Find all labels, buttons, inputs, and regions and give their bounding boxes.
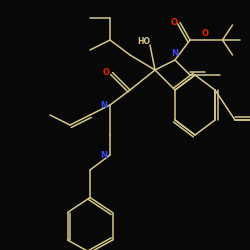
Text: O: O: [170, 18, 177, 27]
Text: O: O: [103, 68, 110, 77]
Text: O: O: [202, 29, 208, 38]
Text: N: N: [100, 150, 107, 160]
Text: HO: HO: [137, 37, 150, 46]
Text: N: N: [172, 49, 178, 58]
Text: N: N: [100, 100, 107, 110]
